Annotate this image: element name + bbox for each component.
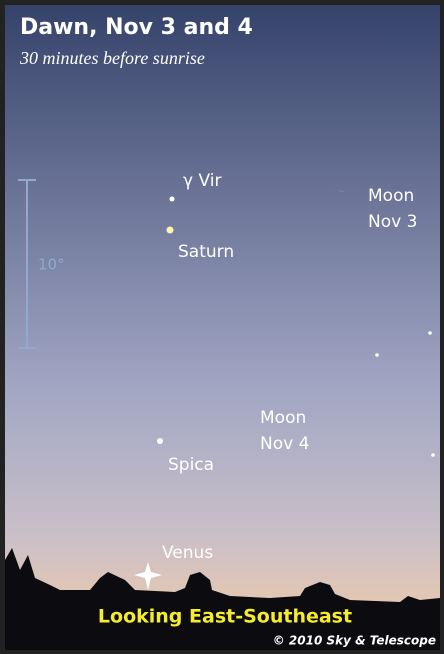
object-label: Venus — [162, 543, 213, 563]
sky — [5, 5, 440, 650]
credit: © 2010 Sky & Telescope — [273, 634, 436, 648]
direction-label: Looking East-Southeast — [98, 606, 352, 628]
star — [157, 438, 163, 444]
title: Dawn, Nov 3 and 4 — [20, 15, 253, 40]
sky-chart: Dawn, Nov 3 and 4 30 minutes before sunr… — [0, 0, 444, 654]
object-label: Nov 4 — [260, 434, 309, 454]
object-label: Saturn — [178, 242, 234, 262]
star — [375, 353, 379, 357]
star — [170, 197, 175, 202]
object-label: Spica — [168, 455, 214, 475]
object-label: Moon — [368, 186, 414, 206]
subtitle: 30 minutes before sunrise — [19, 48, 205, 68]
star — [431, 453, 435, 457]
planet — [167, 227, 174, 234]
scale-label: 10° — [38, 256, 65, 274]
object-label: Nov 3 — [368, 212, 417, 232]
star — [428, 331, 432, 335]
object-label: Moon — [260, 408, 306, 428]
object-label: γ Vir — [183, 171, 221, 191]
